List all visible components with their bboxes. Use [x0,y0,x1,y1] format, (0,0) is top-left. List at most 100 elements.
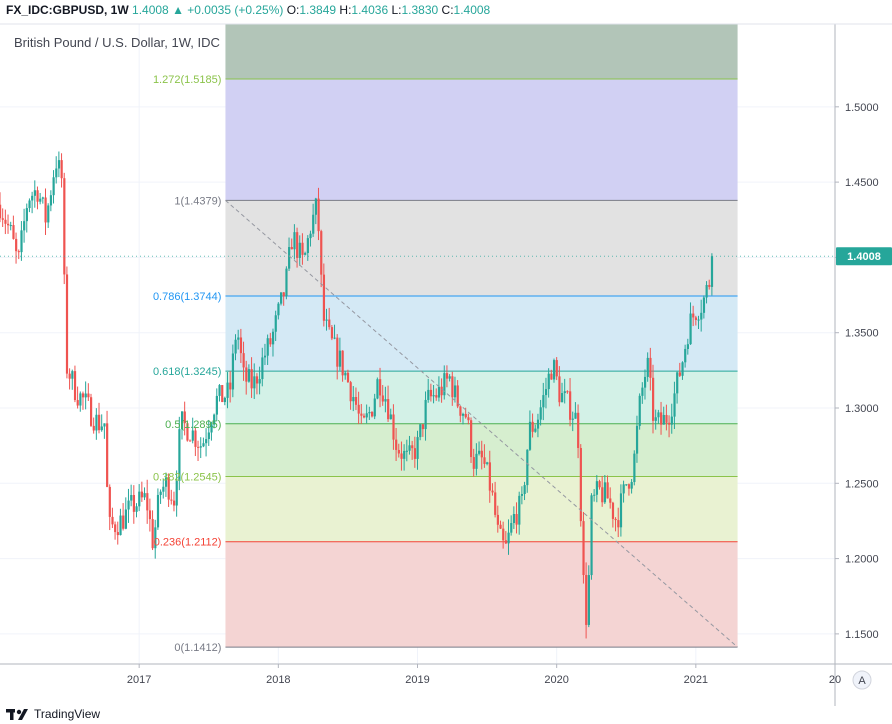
candle-body-149 [397,449,400,454]
candle-body-128 [341,350,344,376]
candle-body-62 [164,477,168,487]
candle-body-250 [668,422,671,425]
candle-body-111 [296,232,299,258]
candle-body-249 [665,414,668,423]
candle-body-26 [68,373,71,379]
candle-body-80 [213,414,216,425]
candle-body-195 [520,494,524,496]
price-chart[interactable]: 1.272(1.5185) 1(1.4379) 0.786(1.3744) 0.618… [0,0,892,706]
candle-body-118 [314,198,318,215]
x-tick-label-3: 2020 [544,674,568,686]
high-label: H: [339,3,352,17]
candle-body-78 [207,432,210,440]
last-price: 1.4008 [132,3,169,17]
candle-body-23 [60,160,63,179]
tradingview-brand[interactable]: TradingView [6,706,100,722]
y-tick-label-6: 1.4500 [845,177,879,189]
candle-body-61 [162,486,165,492]
candle-body-135 [360,413,363,416]
fib-band-1 [225,78,738,201]
candle-body-158 [421,424,425,430]
candle-body-115 [306,238,309,254]
y-tick-label-7: 1.5000 [845,102,879,114]
candle-body-130 [346,372,350,383]
candle-body-207 [552,360,556,380]
close-value: 1.4008 [453,3,491,17]
candle-body-199 [531,421,534,432]
candle-body-189 [504,540,508,544]
open-label: O: [286,3,300,17]
candle-body-71 [189,440,192,442]
candle-body-216 [577,412,580,448]
candle-body-226 [603,482,607,503]
candle-body-213 [569,391,572,420]
candle-body-73 [194,430,197,447]
candle-body-97 [258,379,261,384]
auto-scale-button[interactable]: A [852,670,872,690]
candle-body-29 [76,400,79,406]
candle-body-122 [325,319,328,321]
candle-body-194 [518,495,521,525]
candle-body-242 [646,357,649,377]
candle-body-64 [170,499,173,501]
candle-body-252 [673,393,676,417]
candle-body-171 [456,385,459,407]
candle-body-0 [0,204,2,219]
candle-body-125 [333,337,336,339]
candle-body-237 [633,453,636,483]
candle-body-262 [700,312,703,320]
candle-body-142 [379,379,382,396]
y-tick-label-2: 1.2500 [845,478,879,490]
candle-body-119 [317,198,320,232]
candle-body-161 [429,389,433,397]
candle-body-179 [478,450,481,454]
fib-trend-line[interactable] [225,199,738,648]
candle-body-91 [242,353,245,368]
candle-body-15 [39,198,42,202]
y-axis-ticks: 1.15001.20001.25001.30001.35001.40001.45… [835,102,879,641]
candle-body-156 [416,437,419,459]
candle-body-228 [609,498,612,503]
candle-body-131 [349,382,352,402]
candle-body-247 [660,412,663,425]
fib-band-0 [225,24,738,79]
candle-body-245 [654,417,657,421]
candle-body-263 [702,297,706,313]
candle-body-42 [111,516,114,525]
candle-body-87 [231,353,235,390]
fib-label-7: 0(1.1412) [174,642,221,654]
candle-body-117 [312,214,315,234]
x-tick-label-4: 2021 [684,674,708,686]
price-change: ▲ +0.0035 (+0.25%) [172,3,284,17]
candle-body-60 [159,491,162,495]
candle-body-188 [502,528,505,541]
candle-body-11 [28,200,31,209]
candle-body-203 [542,395,545,408]
candle-body-45 [119,515,122,536]
candle-body-66 [175,480,178,506]
candle-body-191 [510,523,513,533]
candle-body-222 [593,494,596,496]
candle-body-50 [132,495,136,512]
y-tick-label-0: 1.1500 [845,629,879,641]
symbol-name[interactable]: FX_IDC:GBPUSD, 1W [6,3,129,17]
fib-label-5: 0.382(1.2545) [153,472,222,484]
candle-body-28 [73,371,77,401]
auto-scale-circle [852,670,872,690]
candle-body-2 [4,219,7,224]
candle-body-89 [237,337,240,340]
candle-body-258 [689,313,692,345]
candle-body-32 [84,393,87,398]
candle-body-34 [89,397,93,426]
candle-body-30 [79,393,82,406]
candle-body-187 [499,524,502,529]
candle-body-126 [336,337,339,367]
candle-body-170 [453,385,457,398]
candle-body-13 [33,190,36,196]
candle-body-177 [472,457,475,469]
candle-body-59 [156,494,160,528]
candle-body-167 [445,373,449,379]
candle-body-100 [266,338,269,356]
y-tick-label-3: 1.3000 [845,403,879,415]
candle-body-155 [413,448,417,459]
